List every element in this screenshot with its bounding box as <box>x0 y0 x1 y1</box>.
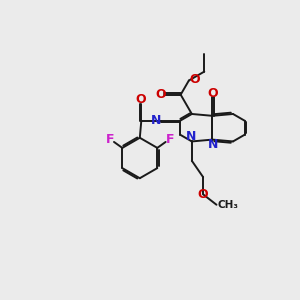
Text: N: N <box>208 138 218 152</box>
Text: N: N <box>186 130 196 142</box>
Text: O: O <box>155 88 166 101</box>
Text: O: O <box>189 73 200 85</box>
Text: O: O <box>135 93 146 106</box>
Text: F: F <box>166 133 174 146</box>
Text: F: F <box>106 133 114 146</box>
Text: N: N <box>151 114 161 127</box>
Text: O: O <box>208 87 218 100</box>
Text: CH₃: CH₃ <box>217 200 238 210</box>
Text: O: O <box>197 188 208 201</box>
